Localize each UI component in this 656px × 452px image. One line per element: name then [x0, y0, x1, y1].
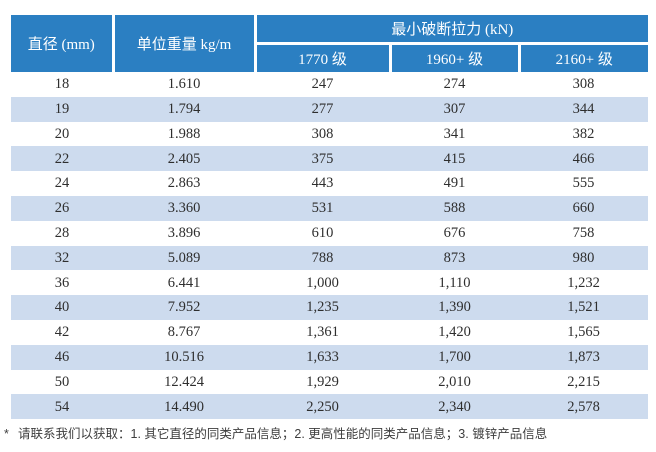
cell-grade-1960: 491: [443, 175, 466, 192]
column-header-grade-2160: 2160+ 级: [519, 43, 649, 72]
cell-grade-1770: 1,929: [306, 373, 339, 390]
cell-grade-2160: 555: [572, 175, 595, 192]
cell-grade-1770: 788: [311, 249, 334, 266]
column-header-grade-1770: 1770 级: [255, 43, 392, 72]
cell-grade-1960: 1,110: [438, 274, 471, 291]
cell-unit-weight: 1.794: [167, 100, 201, 117]
cell-grade-2160: 1,565: [567, 324, 600, 341]
cell-grade-2160: 1,873: [567, 348, 600, 365]
cell-unit-weight: 3.360: [167, 200, 201, 217]
cell-unit-weight: 14.490: [164, 398, 204, 415]
footnote: * 请联系我们以获取：1. 其它直径的同类产品信息；2. 更高性能的同类产品信息…: [4, 426, 652, 443]
column-header-diameter: 直径 (mm): [11, 15, 115, 72]
wire-rope-spec-table: 直径 (mm) 单位重量 kg/m 最小破断拉力 (kN) 1770 级 196…: [11, 15, 649, 420]
cell-grade-1960: 588: [443, 200, 466, 217]
cell-grade-2160: 382: [572, 125, 595, 142]
table-row: 28 3.896 610 676 758: [11, 220, 649, 246]
cell-grade-2160: 758: [572, 224, 595, 241]
cell-grade-1960: 2,340: [438, 398, 471, 415]
cell-grade-1960: 1,420: [438, 324, 471, 341]
cell-unit-weight: 2.405: [167, 150, 201, 167]
table-body: 18 1.610 247 274 308 19 1.794 277 307 344 20 1.988 3…: [11, 72, 649, 420]
cell-diameter: 22: [54, 150, 70, 167]
cell-grade-1960: 676: [443, 224, 466, 241]
cell-grade-2160: 660: [572, 200, 595, 217]
cell-grade-1770: 308: [311, 125, 334, 142]
cell-grade-1960: 341: [443, 125, 466, 142]
table-row: 24 2.863 443 491 555: [11, 171, 649, 196]
cell-unit-weight: 10.516: [164, 348, 204, 365]
cell-grade-1960: 307: [443, 100, 466, 117]
cell-diameter: 19: [54, 100, 70, 117]
cell-grade-1770: 375: [311, 150, 334, 167]
cell-unit-weight: 2.863: [167, 175, 201, 192]
cell-grade-1960: 274: [443, 76, 466, 93]
cell-diameter: 50: [54, 373, 70, 390]
column-header-breaking-force-group: 最小破断拉力 (kN): [255, 15, 649, 45]
cell-diameter: 32: [54, 249, 70, 266]
cell-grade-2160: 466: [572, 150, 595, 167]
table-row: 19 1.794 277 307 344: [11, 96, 649, 122]
cell-unit-weight: 8.767: [167, 324, 201, 341]
cell-unit-weight: 1.988: [167, 125, 201, 142]
cell-diameter: 40: [54, 299, 70, 316]
cell-unit-weight: 5.089: [167, 249, 201, 266]
table-row: 32 5.089 788 873 980: [11, 245, 649, 271]
cell-grade-2160: 2,215: [567, 373, 600, 390]
cell-grade-1770: 1,361: [306, 324, 339, 341]
cell-unit-weight: 12.424: [164, 373, 204, 390]
cell-grade-1770: 1,000: [306, 274, 339, 291]
cell-grade-2160: 980: [572, 249, 595, 266]
cell-grade-1770: 1,633: [306, 348, 339, 365]
cell-grade-2160: 344: [572, 100, 595, 117]
cell-diameter: 20: [54, 125, 70, 142]
cell-unit-weight: 1.610: [167, 76, 201, 93]
table-row: 40 7.952 1,235 1,390 1,521: [11, 295, 649, 320]
cell-grade-2160: 2,578: [567, 398, 600, 415]
cell-diameter: 54: [54, 398, 70, 415]
footnote-text: 请联系我们以获取：1. 其它直径的同类产品信息；2. 更高性能的同类产品信息；3…: [18, 427, 548, 441]
table-row: 46 10.516 1,633 1,700 1,873: [11, 344, 649, 370]
table-row: 54 14.490 2,250 2,340 2,578: [11, 394, 649, 420]
cell-diameter: 28: [54, 224, 70, 241]
table-row: 42 8.767 1,361 1,420 1,565: [11, 319, 649, 345]
footnote-asterisk: *: [4, 427, 9, 441]
table-row: 50 12.424 1,929 2,010 2,215: [11, 369, 649, 395]
cell-diameter: 36: [54, 274, 70, 291]
cell-grade-1770: 1,235: [306, 299, 339, 316]
cell-grade-2160: 308: [572, 76, 595, 93]
cell-grade-1770: 277: [311, 100, 334, 117]
table-row: 26 3.360 531 588 660: [11, 195, 649, 221]
table-row: 22 2.405 375 415 466: [11, 146, 649, 172]
table-row: 20 1.988 308 341 382: [11, 121, 649, 147]
cell-diameter: 24: [54, 175, 70, 192]
cell-grade-1960: 415: [443, 150, 466, 167]
cell-grade-1770: 610: [311, 224, 334, 241]
cell-diameter: 18: [54, 76, 70, 93]
cell-grade-1770: 2,250: [306, 398, 339, 415]
cell-diameter: 42: [54, 324, 70, 341]
cell-grade-2160: 1,521: [567, 299, 600, 316]
cell-unit-weight: 7.952: [167, 299, 201, 316]
column-header-unit-weight: 单位重量 kg/m: [113, 15, 257, 72]
cell-grade-1770: 443: [311, 175, 334, 192]
cell-diameter: 26: [54, 200, 70, 217]
cell-diameter: 46: [54, 348, 70, 365]
cell-grade-2160: 1,232: [567, 274, 600, 291]
cell-grade-1960: 1,700: [438, 348, 471, 365]
cell-unit-weight: 3.896: [167, 224, 201, 241]
table-header: 直径 (mm) 单位重量 kg/m 最小破断拉力 (kN) 1770 级 196…: [11, 15, 649, 72]
cell-grade-1770: 247: [311, 76, 334, 93]
cell-grade-1960: 2,010: [438, 373, 471, 390]
table-row: 18 1.610 247 274 308: [11, 72, 649, 97]
cell-grade-1960: 1,390: [438, 299, 471, 316]
column-header-grade-1960: 1960+ 级: [390, 43, 521, 72]
cell-unit-weight: 6.441: [167, 274, 201, 291]
cell-grade-1960: 873: [443, 249, 466, 266]
table-row: 36 6.441 1,000 1,110 1,232: [11, 270, 649, 296]
cell-grade-1770: 531: [311, 200, 334, 217]
